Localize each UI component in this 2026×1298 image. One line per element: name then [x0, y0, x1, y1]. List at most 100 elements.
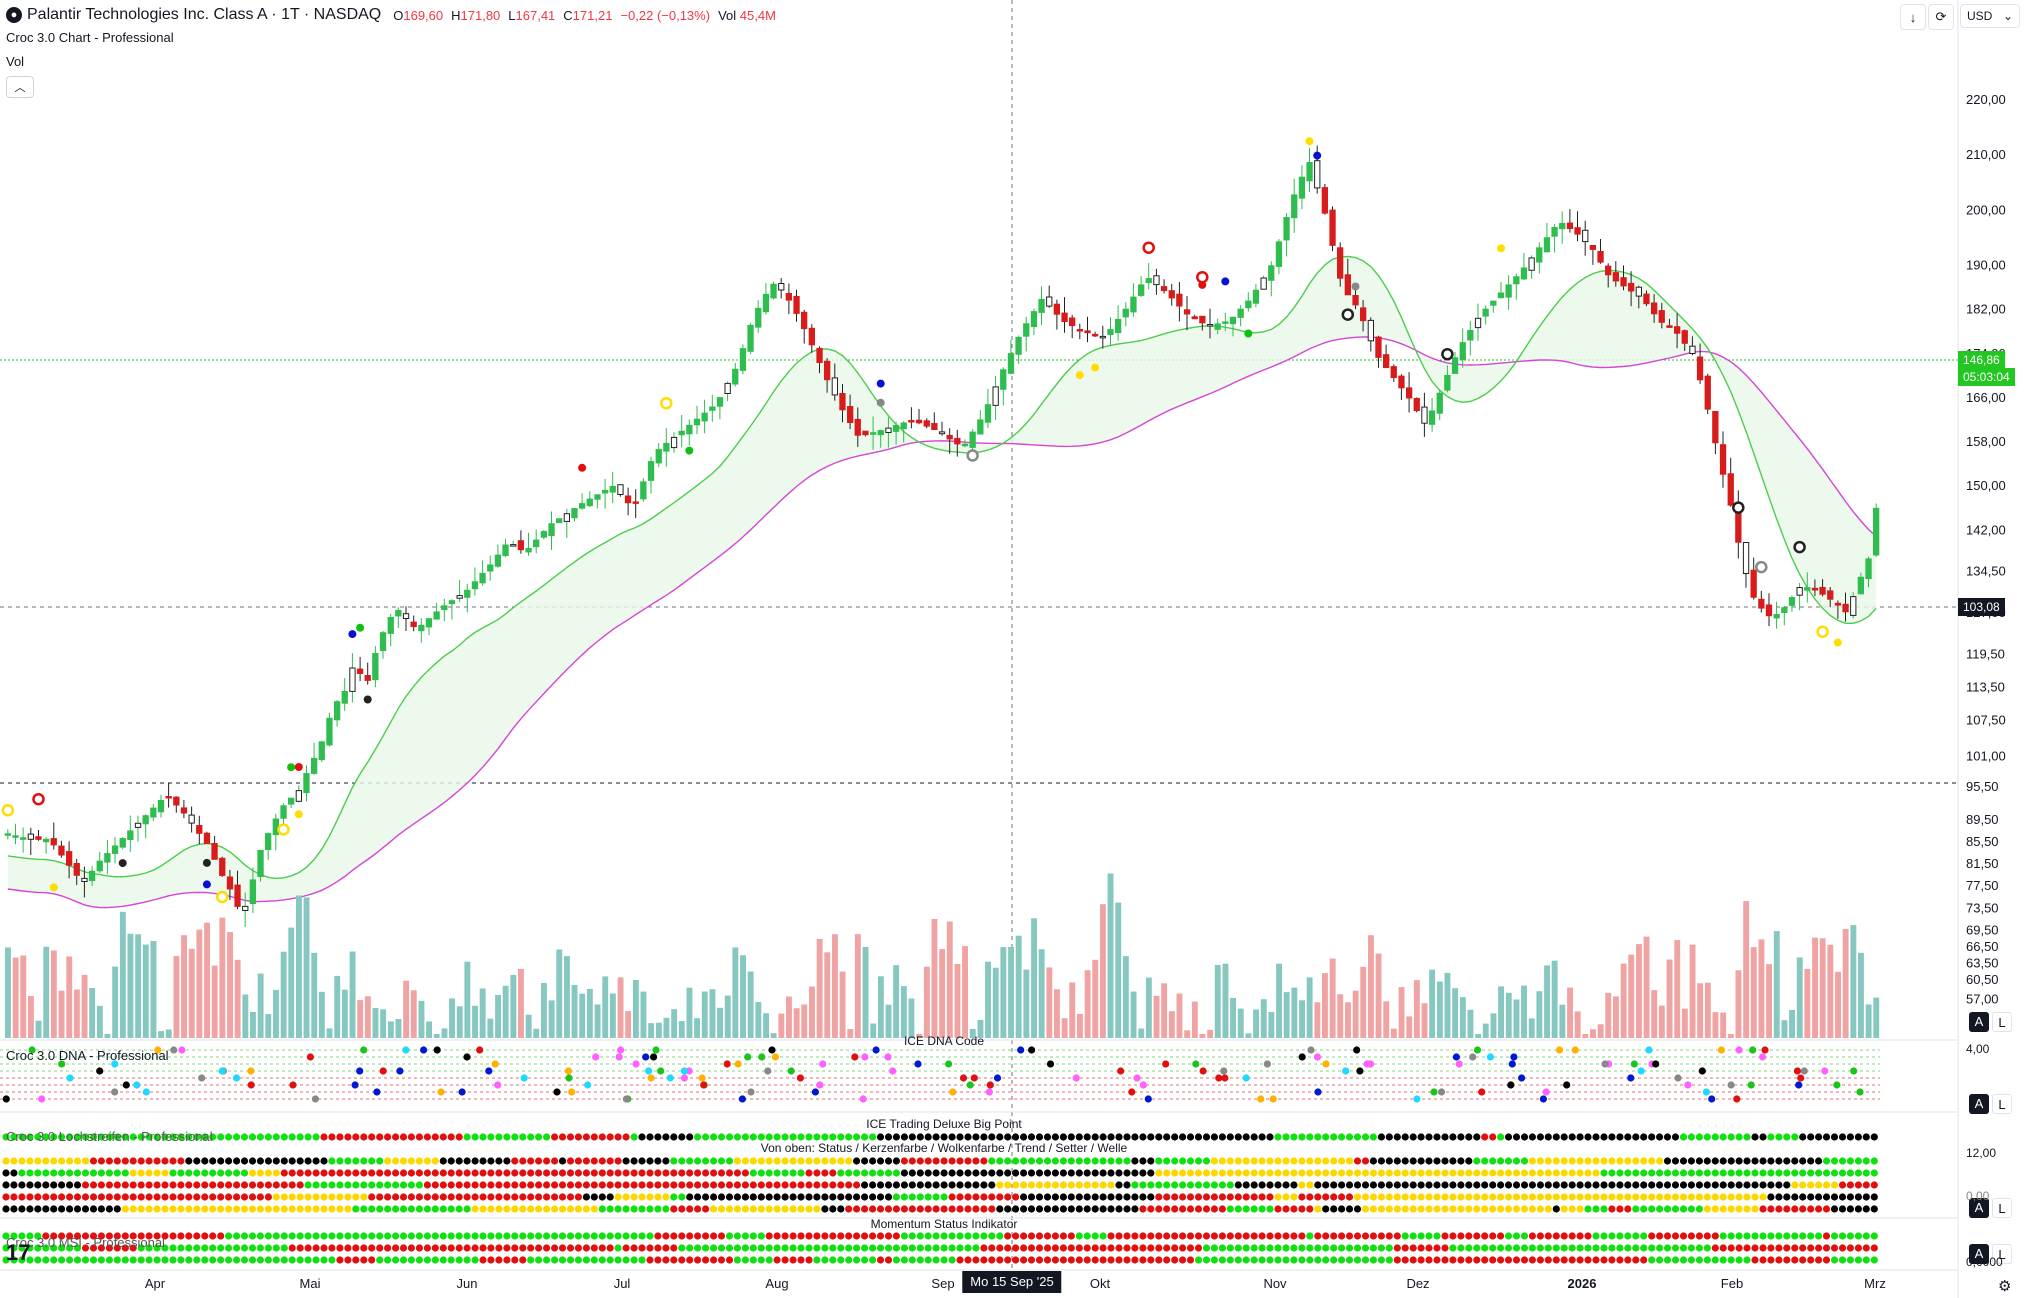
msi-dot	[248, 1256, 257, 1264]
volume-bar	[809, 986, 815, 1038]
dna-panel-title[interactable]: Croc 3.0 DNA - Professional	[6, 1048, 169, 1063]
candle-body	[1681, 330, 1688, 344]
volume-bar	[1850, 925, 1857, 1038]
candle-body	[425, 618, 433, 628]
candle-body	[1199, 315, 1206, 324]
lochstreifen-dot	[169, 1133, 177, 1141]
settings-button[interactable]: ⚙	[1998, 1277, 2011, 1295]
candle-body	[632, 501, 639, 504]
candle-body	[1138, 284, 1145, 296]
lochstreifen-dot	[1067, 1169, 1075, 1177]
lochstreifen-dot	[1536, 1181, 1544, 1189]
lochstreifen-dot	[1663, 1181, 1672, 1189]
lochstreifen-dot	[1799, 1169, 1807, 1177]
loch-log-button[interactable]: L	[1992, 1198, 2012, 1218]
lochstreifen-dot	[1616, 1181, 1624, 1189]
msi-log-button[interactable]: L	[1992, 1244, 2012, 1264]
lochstreifen-dot	[89, 1193, 98, 1201]
candle-body	[1796, 587, 1803, 596]
msi-dot	[869, 1256, 877, 1264]
volume-bar	[395, 1019, 402, 1038]
msi-dot	[1600, 1244, 1608, 1252]
auto-scale-button[interactable]: A	[1969, 1012, 1989, 1032]
lochstreifen-dot	[630, 1205, 638, 1213]
dna-dot	[811, 1088, 820, 1096]
lochstreifen-dot	[1107, 1205, 1115, 1213]
lochstreifen-dot	[113, 1133, 121, 1141]
symbol-name[interactable]: Palantir Technologies Inc. Class A · 1T …	[27, 6, 382, 23]
lochstreifen-dot	[1862, 1133, 1870, 1141]
lochstreifen-dot	[392, 1181, 400, 1189]
high-label: H	[451, 7, 461, 23]
msi-dot	[829, 1256, 837, 1264]
lochstreifen-dot	[1695, 1181, 1703, 1189]
currency-select[interactable]: USD ⌄	[1960, 4, 2020, 28]
lochstreifen-dot	[900, 1205, 909, 1213]
lochstreifen-dot	[1417, 1193, 1425, 1201]
lochstreifen-dot	[781, 1193, 789, 1201]
lochstreifen-dot	[1791, 1157, 1799, 1165]
lochstreifen-dot	[948, 1169, 956, 1177]
msi-auto-button[interactable]: A	[1969, 1244, 1989, 1264]
volume-bar	[1727, 1034, 1734, 1038]
refresh-button[interactable]: ⟳	[1928, 4, 1954, 30]
msi-dot	[1600, 1232, 1608, 1240]
candle-body	[433, 611, 440, 620]
lochstreifen-dot	[1854, 1157, 1862, 1165]
indicator-croc-chart[interactable]: Croc 3.0 Chart - Professional	[6, 30, 174, 45]
lochstreifen-dot	[1775, 1205, 1783, 1213]
dna-log-button[interactable]: L	[1992, 1094, 2012, 1114]
msi-dot	[105, 1244, 113, 1252]
lochstreifen-dot	[1536, 1193, 1544, 1201]
candle-body	[464, 589, 471, 598]
lochstreifen-dot	[1552, 1133, 1560, 1141]
lochstreifen-dot	[161, 1133, 169, 1141]
lochstreifen-dot	[558, 1169, 567, 1177]
lochstreifen-dot	[503, 1157, 511, 1165]
volume-bar	[747, 971, 754, 1038]
lochstreifen-dot	[1711, 1133, 1719, 1141]
lochstreifen-dot	[217, 1133, 225, 1141]
volume-bar	[119, 911, 126, 1038]
msi-dot	[1194, 1256, 1203, 1264]
volume-bar	[701, 991, 708, 1038]
lochstreifen-dot	[908, 1193, 916, 1201]
candle-body	[1222, 321, 1229, 324]
lochstreifen-dot	[1290, 1193, 1298, 1201]
volume-bar	[1245, 1033, 1252, 1038]
log-scale-button[interactable]: L	[1992, 1012, 2012, 1032]
lochstreifen-dot	[1012, 1193, 1020, 1201]
lochstreifen-dot	[89, 1169, 98, 1177]
msi-panel-title[interactable]: Croc 3.0 MSI - Professional	[6, 1235, 165, 1250]
loch-panel-title[interactable]: Croc 3.0 Lochstreifen - Professional	[6, 1129, 213, 1144]
lochstreifen-dot	[248, 1181, 257, 1189]
cloud-fill	[7, 256, 1877, 908]
signal-dot	[1833, 638, 1842, 647]
volume-bar	[1260, 999, 1267, 1038]
lochstreifen-dot	[248, 1169, 257, 1177]
lochstreifen-dot	[89, 1133, 98, 1141]
lochstreifen-dot	[988, 1157, 996, 1165]
download-button[interactable]: ↓	[1900, 4, 1926, 30]
lochstreifen-dot	[153, 1133, 161, 1141]
collapse-indicators-button[interactable]: ︿	[6, 76, 34, 98]
msi-dot	[1425, 1256, 1433, 1264]
volume-bar	[1092, 959, 1099, 1038]
volume-bar	[1268, 1012, 1275, 1038]
lochstreifen-dot	[749, 1193, 757, 1201]
lochstreifen-dot	[988, 1205, 996, 1213]
dna-auto-button[interactable]: A	[1969, 1094, 1989, 1114]
lochstreifen-dot	[1163, 1181, 1171, 1189]
lochstreifen-dot	[940, 1133, 948, 1141]
indicator-vol[interactable]: Vol	[6, 54, 25, 69]
msi-dot	[1473, 1244, 1481, 1252]
signal-dot	[1341, 308, 1355, 321]
lochstreifen-dot	[296, 1193, 304, 1201]
msi-dot	[781, 1256, 789, 1264]
dna-dot	[647, 1074, 655, 1082]
loch-auto-button[interactable]: A	[1969, 1198, 1989, 1218]
lochstreifen-dot	[1131, 1205, 1139, 1213]
lochstreifen-dot	[789, 1205, 797, 1213]
lochstreifen-dot	[439, 1205, 447, 1213]
